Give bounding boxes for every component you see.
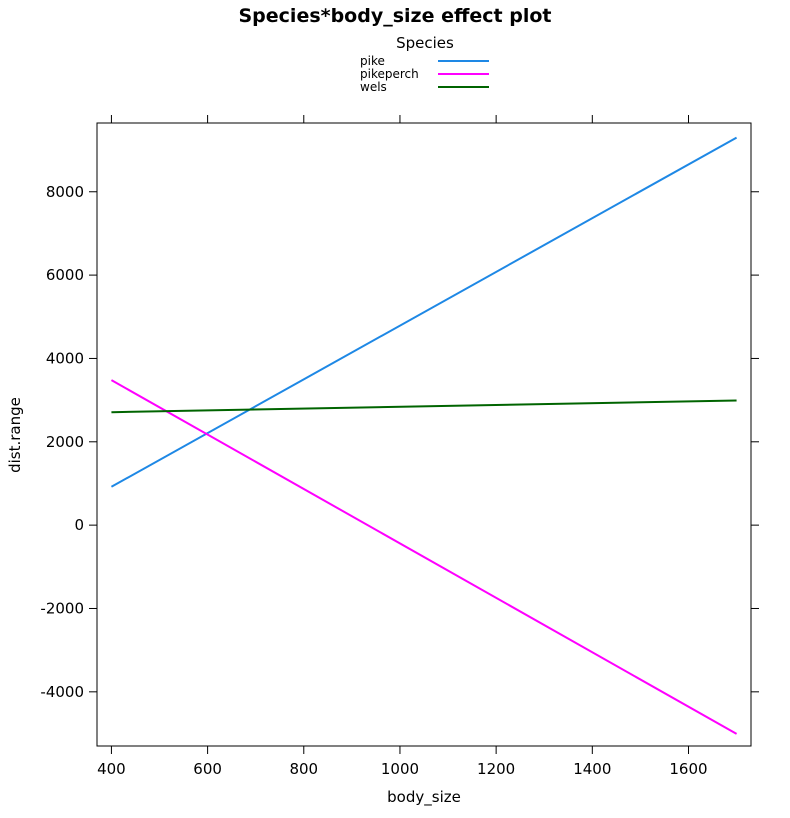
y-axis-label: dist.range: [6, 397, 24, 473]
x-tick-label: 1600: [669, 760, 707, 778]
series-line-pikeperch: [110, 379, 738, 735]
legend-title: Species: [396, 34, 454, 52]
y-tick-label: 2000: [46, 433, 84, 451]
x-axis: 400 600 800 1000 1200 1400 1600: [97, 115, 708, 778]
series-line-pike: [110, 136, 738, 488]
series-lines: [110, 136, 738, 735]
legend-label-pikeperch: pikeperch: [360, 67, 419, 81]
x-axis-label: body_size: [387, 788, 461, 807]
y-tick-label: -4000: [40, 683, 84, 701]
y-axis: -4000 -2000 0 2000 4000 6000 8000: [40, 183, 759, 701]
plot-panel: [96, 122, 752, 747]
x-tick-label: 1400: [573, 760, 611, 778]
x-tick-label: 800: [289, 760, 318, 778]
y-tick-label: 6000: [46, 266, 84, 284]
y-tick-label: 4000: [46, 349, 84, 367]
x-tick-label: 1200: [477, 760, 515, 778]
x-tick-label: 1000: [381, 760, 419, 778]
y-tick-label: 0: [74, 516, 84, 534]
legend-label-wels: wels: [360, 80, 387, 94]
series-line-wels: [111, 399, 737, 414]
legend-label-pike: pike: [360, 54, 385, 68]
x-tick-label: 400: [97, 760, 126, 778]
x-tick-label: 600: [193, 760, 222, 778]
y-tick-label: 8000: [46, 183, 84, 201]
y-tick-label: -2000: [40, 599, 84, 617]
chart-title: Species*body_size effect plot: [239, 5, 552, 27]
